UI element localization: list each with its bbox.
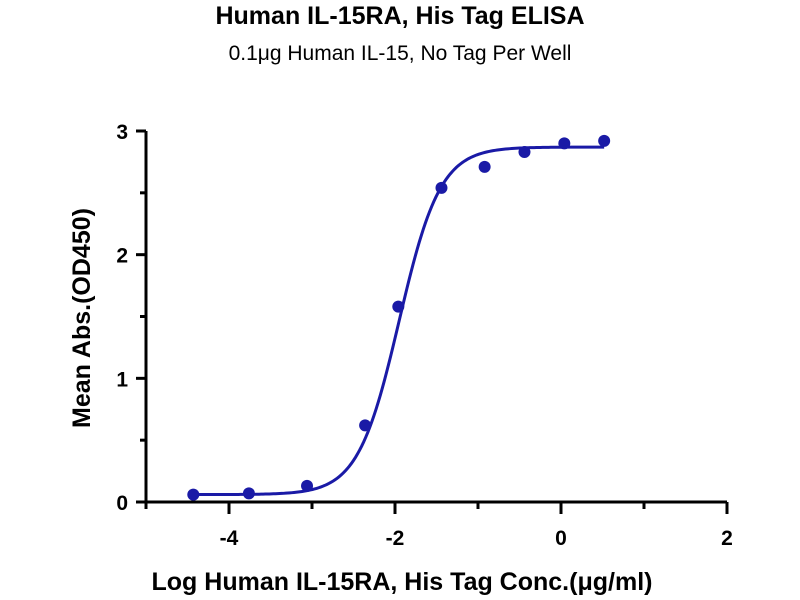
data-point xyxy=(435,181,448,194)
fit-curve xyxy=(193,145,605,497)
axes xyxy=(136,129,729,514)
data-point xyxy=(187,488,200,501)
data-points-layer xyxy=(187,134,611,501)
data-point xyxy=(598,134,611,147)
x-axis-label: Log Human IL-15RA, His Tag Conc.(μg/ml) xyxy=(152,568,653,596)
x-tick-label: -2 xyxy=(386,527,405,550)
data-point xyxy=(242,487,255,500)
y-tick-label: 0 xyxy=(116,492,128,515)
x-tick-label: 2 xyxy=(721,527,733,550)
data-point xyxy=(359,419,372,432)
fit-curve-layer xyxy=(193,145,605,497)
x-tick-label: -4 xyxy=(220,527,239,550)
y-axis-label: Mean Abs.(OD450) xyxy=(68,208,96,428)
chart-title: Human IL-15RA, His Tag ELISA xyxy=(215,2,584,30)
x-tick-label: 0 xyxy=(555,527,567,550)
y-tick-label: 1 xyxy=(116,368,128,391)
data-point xyxy=(558,137,571,150)
data-point xyxy=(301,479,314,492)
y-tick-label: 2 xyxy=(116,245,128,268)
tick-labels-layer: 0 1 2 3 -4 -2 0 2 xyxy=(116,121,733,550)
y-tick-label: 3 xyxy=(116,121,128,144)
data-point xyxy=(518,146,531,159)
data-point xyxy=(478,160,491,173)
data-point xyxy=(392,300,405,313)
chart-subtitle: 0.1μg Human IL-15, No Tag Per Well xyxy=(229,42,572,65)
